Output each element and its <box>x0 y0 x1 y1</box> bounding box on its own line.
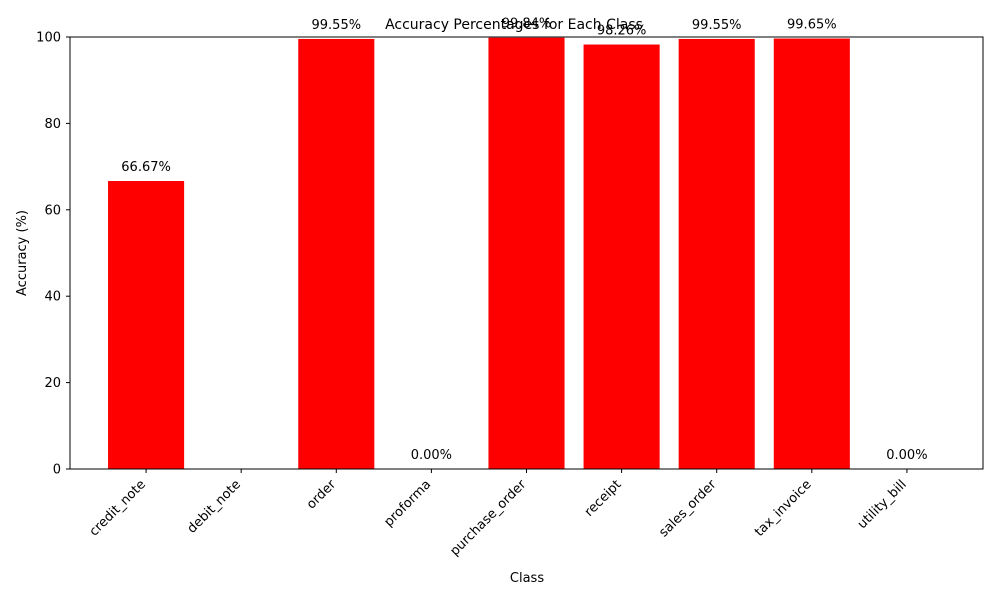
chart-title: Accuracy Percentages for Each Class <box>385 17 643 33</box>
y-tick-label: 0 <box>53 463 61 478</box>
bar-sales_order <box>678 38 755 469</box>
data-label-purchase_order: 99.84% <box>502 17 552 32</box>
bar-receipt <box>583 44 660 470</box>
y-tick-label: 40 <box>44 290 61 305</box>
x-tick-label-credit_note: credit_note <box>87 477 149 539</box>
x-tick-label-debit_note: debit_note <box>185 477 244 536</box>
x-tick-label-order: order <box>304 477 340 513</box>
data-label-proforma: 0.00% <box>411 448 452 463</box>
data-label-order: 99.55% <box>312 18 362 33</box>
y-axis-label: Accuracy (%) <box>15 210 30 296</box>
data-label-tax_invoice: 99.65% <box>787 18 837 33</box>
x-tick-label-receipt: receipt <box>582 477 625 520</box>
data-label-sales_order: 99.55% <box>692 18 742 33</box>
data-labels-layer: 66.67% 99.55% 0.00% 99.84% 98.26% 99.55% 99.65… <box>121 17 927 463</box>
y-tick-label: 80 <box>44 117 61 132</box>
bar-order <box>298 38 375 469</box>
data-label-credit_note: 66.67% <box>121 160 171 175</box>
x-tick-label-purchase_order: purchase_order <box>447 477 529 559</box>
bar-purchase_order <box>488 37 565 470</box>
x-tick-label-sales_order: sales_order <box>656 477 720 541</box>
x-tick-label-utility_bill: utility_bill <box>855 477 910 532</box>
data-label-receipt: 98.26% <box>597 24 647 39</box>
x-axis-label: Class <box>510 571 544 586</box>
data-label-utility_bill: 0.00% <box>886 448 927 463</box>
x-tick-label-proforma: proforma <box>382 477 435 530</box>
bar-tax_invoice <box>773 38 850 470</box>
bars-layer <box>108 37 850 470</box>
y-tick-label: 60 <box>44 203 61 218</box>
y-tick-label: 100 <box>36 31 61 46</box>
x-tick-label-tax_invoice: tax_invoice <box>752 477 815 540</box>
y-tick-label: 20 <box>44 376 61 391</box>
bar-credit_note <box>108 180 185 469</box>
